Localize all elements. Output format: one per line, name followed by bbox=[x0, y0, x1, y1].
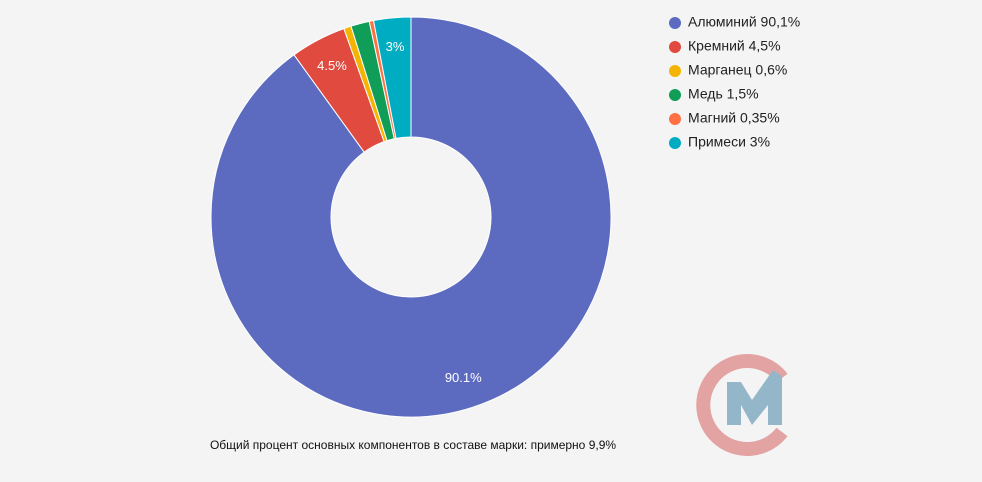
slice-label: 4.5% bbox=[317, 58, 347, 73]
legend-marker bbox=[669, 65, 681, 77]
legend-label: Алюминий 90,1% bbox=[688, 14, 800, 30]
legend-label: Медь 1,5% bbox=[688, 86, 759, 102]
slice bbox=[210, 16, 612, 418]
caption: Общий процент основных компонентов в сос… bbox=[210, 438, 616, 452]
legend-label: Магний 0,35% bbox=[688, 110, 780, 126]
slice-label: 3% bbox=[386, 39, 405, 54]
legend-label: Кремний 4,5% bbox=[688, 38, 781, 54]
legend-label: Примеси 3% bbox=[688, 134, 770, 150]
legend-marker bbox=[669, 113, 681, 125]
legend-label: Марганец 0,6% bbox=[688, 62, 787, 78]
legend-marker bbox=[669, 137, 681, 149]
legend-marker bbox=[669, 89, 681, 101]
logo bbox=[696, 354, 788, 456]
logo-mark bbox=[727, 370, 782, 425]
slice-label: 90.1% bbox=[445, 370, 482, 385]
legend-marker bbox=[669, 17, 681, 29]
slice bbox=[372, 16, 412, 140]
logo-arc bbox=[696, 354, 788, 456]
legend-marker bbox=[669, 41, 681, 53]
